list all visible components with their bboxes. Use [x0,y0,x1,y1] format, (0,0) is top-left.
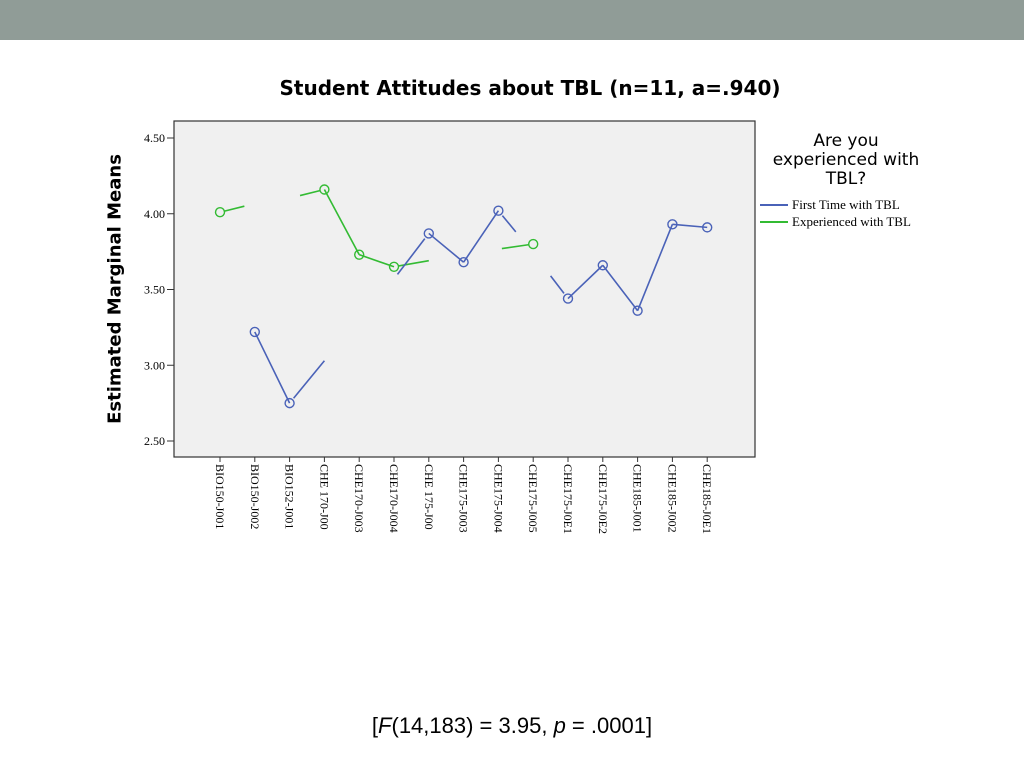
series-point [458,257,469,268]
series-line-segment [602,264,639,312]
series-line-segment [358,253,395,268]
x-tick-label: CHE175-J0E2 [596,464,610,534]
series-line-stub [501,215,517,233]
series-point [354,249,365,260]
series-point [284,397,295,409]
series-line-stub [396,238,426,275]
legend-swatch-first-time [760,203,788,206]
series-point [632,305,643,316]
x-tick-label: CHE 170-J00 [317,464,331,530]
y-tick-label: 4.50 [144,131,165,145]
x-tick-label: CHE175-J0E1 [561,464,575,534]
legend-item-first-time: First Time with TBL [760,196,960,213]
series-point [702,222,713,233]
legend: First Time with TBL Experienced with TBL [760,196,960,230]
chart-title: Student Attitudes about TBL (n=11, a=.94… [279,76,781,100]
series-line-stub [549,275,565,294]
y-tick-label: 2.50 [144,434,165,448]
series-line-segment [636,224,674,312]
series-line-segment [323,189,360,256]
footnote-stat: (14,183) = 3.95, [391,713,554,738]
series-line-stub [292,360,326,399]
x-tick-label: CHE175-J004 [491,464,505,533]
legend-label-first-time: First Time with TBL [792,196,900,212]
x-tick-label: BIO150-J002 [248,464,262,529]
series-line-stub [501,243,530,250]
x-tick-label: CHE175-J005 [526,464,540,533]
plot-area [173,120,756,458]
x-tick-label: CHE185-J001 [631,464,645,533]
footnote-p: p [553,713,566,738]
statistics-footnote: [F(14,183) = 3.95, p = .0001] [0,713,1024,739]
legend-title: Are you experienced with TBL? [772,131,920,189]
legend-swatch-experienced [760,220,788,223]
footnote-f: F [378,713,392,738]
x-tick-label: CHE170-J004 [387,464,401,533]
x-tick-label: CHE185-J002 [665,464,679,533]
series-line-segment [254,331,291,404]
y-tick-label: 3.50 [144,283,165,297]
series-point [597,260,608,271]
footnote-open: [ [371,713,379,738]
series-line-segment [462,210,500,263]
series-point [493,205,504,216]
series-line-segment [567,264,604,300]
x-tick-label: BIO152-J001 [283,464,297,529]
x-tick-label: CHE170-J003 [352,464,366,533]
series-point [423,228,434,239]
series-line-segment [672,223,708,229]
series-line-stub [223,205,245,213]
x-tick-label: CHE185-J0E1 [700,464,714,534]
series-point [562,293,574,304]
legend-item-experienced: Experienced with TBL [760,213,960,230]
footnote-rest: = .0001] [565,713,653,738]
series-point [319,184,330,195]
series-line-segment [428,232,465,263]
series-point [667,219,678,230]
series-line-stub [299,189,321,197]
series-line-stub [397,259,429,267]
y-tick-label: 3.00 [144,358,165,372]
x-tick-label: CHE175-J003 [457,464,471,533]
slide-header-bar [0,0,1024,40]
series-point [249,326,261,338]
y-tick-label: 4.00 [144,207,165,221]
x-tick-label: CHE 175-J00 [422,464,436,530]
series-point [214,207,226,218]
x-tick-label: BIO150-J001 [213,464,227,529]
legend-label-experienced: Experienced with TBL [792,213,911,229]
